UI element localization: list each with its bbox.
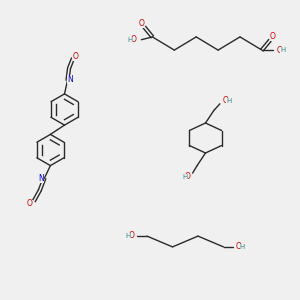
Text: O: O (270, 32, 276, 41)
Text: O: O (185, 172, 191, 181)
Text: O: O (128, 231, 134, 240)
Text: H: H (240, 244, 245, 250)
Text: O: O (276, 46, 282, 55)
Text: O: O (222, 96, 228, 105)
Text: O: O (73, 52, 79, 61)
Text: O: O (138, 19, 144, 28)
Text: O: O (236, 242, 242, 251)
Text: H: H (125, 233, 131, 239)
Text: O: O (131, 35, 137, 44)
Text: H: H (280, 47, 285, 53)
Text: O: O (27, 200, 33, 208)
Text: H: H (226, 98, 231, 104)
Text: H: H (182, 174, 188, 180)
Text: H: H (128, 37, 133, 43)
Text: N: N (38, 174, 44, 183)
Text: N: N (67, 75, 73, 84)
